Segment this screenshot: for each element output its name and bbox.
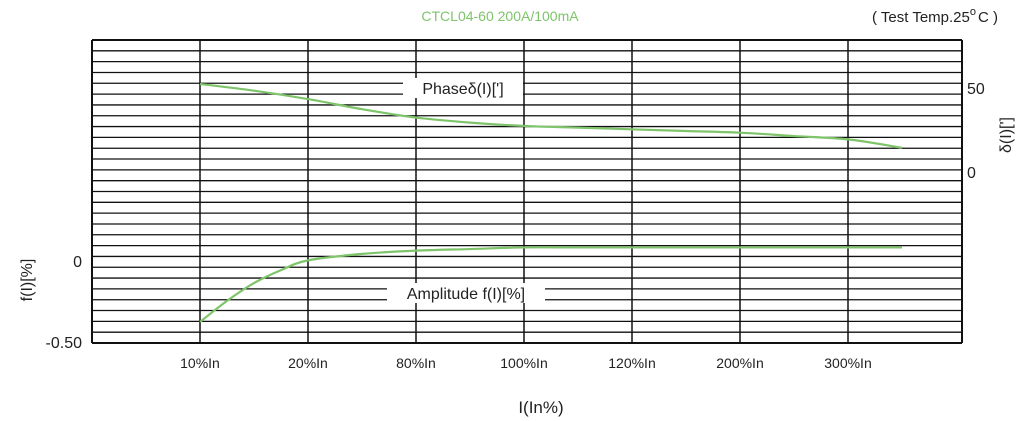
temp-suffix: C ) <box>978 9 998 26</box>
right-tick-label: 50 <box>967 81 985 98</box>
amplitude-series-label-bg <box>387 283 545 303</box>
chart-subtitle: CTCL04-60 200A/100mA <box>421 8 579 24</box>
left-tick-label: -0.50 <box>46 335 83 352</box>
x-tick-label: 200%In <box>716 355 763 371</box>
right-tick-label: 0 <box>967 165 976 182</box>
temp-prefix: ( Test Temp.25 <box>872 9 970 26</box>
left-tick-label: 0 <box>73 254 82 271</box>
x-tick-label: 120%In <box>608 355 655 371</box>
temp-degree: o <box>970 6 976 18</box>
x-tick-label: 300%In <box>824 355 871 371</box>
x-tick-label: 100%In <box>500 355 547 371</box>
x-tick-label: 10%In <box>180 355 220 371</box>
labels: 10%In 20%In 80%In 100%In 120%In 200%In 300%In 0… <box>46 78 985 371</box>
x-tick-label: 20%In <box>288 355 328 371</box>
phase-series-line <box>199 82 903 149</box>
x-axis-label: I(In%) <box>518 398 563 417</box>
amplitude-series-line <box>199 246 902 323</box>
phase-series-label: Phaseδ(I)['] <box>422 81 503 98</box>
phase-series-label-bg <box>403 78 523 98</box>
x-tick-label: 80%In <box>396 355 436 371</box>
left-axis-label: f(I)[%] <box>19 259 36 302</box>
amplitude-series-label: Amplitude f(I)[%] <box>407 286 525 303</box>
test-temperature-label: ( Test Temp.25o C ) <box>872 6 998 26</box>
right-axis-label: δ(I)['] <box>998 117 1015 153</box>
curves <box>199 82 903 323</box>
